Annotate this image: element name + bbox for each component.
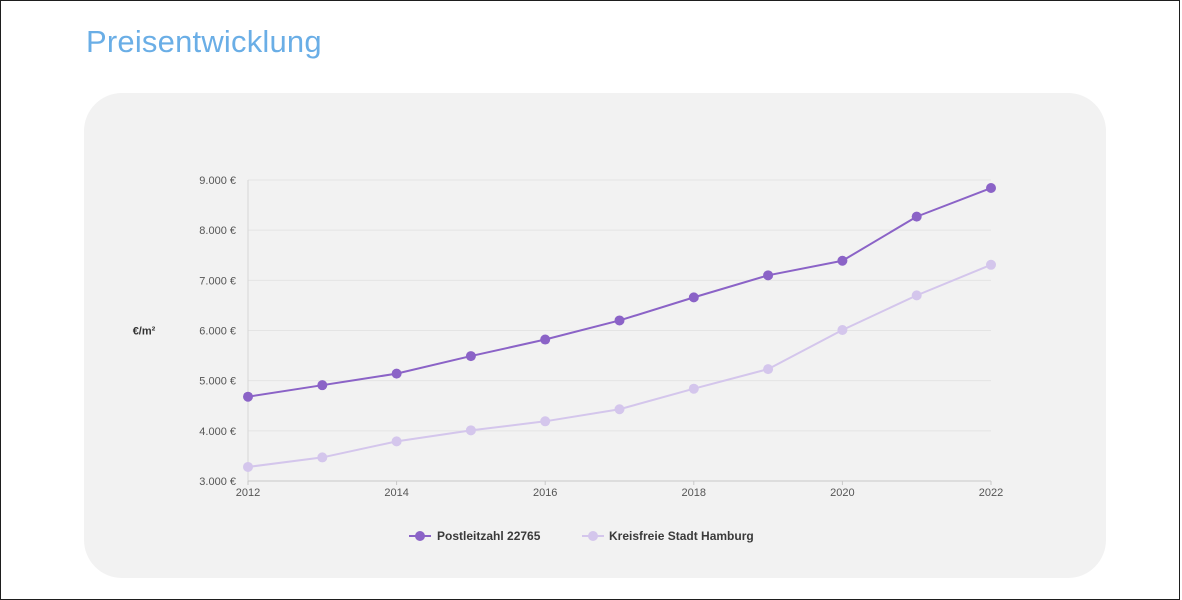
x-tick-label: 2014 xyxy=(384,487,408,499)
data-point xyxy=(317,380,328,391)
data-point xyxy=(688,383,699,394)
y-tick-label: 6.000 € xyxy=(199,326,236,338)
y-axis-title: €/m² xyxy=(133,326,156,338)
data-point xyxy=(688,292,699,303)
grid-lines xyxy=(248,179,991,432)
legend-label: Postleitzahl 22765 xyxy=(437,529,541,543)
series-line xyxy=(247,263,992,468)
series-line xyxy=(247,187,992,398)
data-point xyxy=(837,255,848,266)
data-point xyxy=(614,404,625,415)
data-point xyxy=(763,364,774,375)
x-tick-label: 2016 xyxy=(533,487,557,499)
y-tick-label: 8.000 € xyxy=(199,225,236,237)
data-point xyxy=(911,211,922,222)
data-point xyxy=(243,391,253,402)
legend: Postleitzahl 22765 Kreisfreie Stadt Hambu… xyxy=(409,529,754,543)
series-postleitzahl-22765 xyxy=(243,183,996,402)
y-tick-label: 7.000 € xyxy=(199,275,236,287)
data-point xyxy=(391,436,402,447)
price-line-chart: 3.000 € 4.000 € 5.000 € 6.000 € 7.000 € 8.000… xyxy=(133,175,1004,543)
y-tick-label: 3.000 € xyxy=(199,476,236,488)
axis-labels: 3.000 € 4.000 € 5.000 € 6.000 € 7.000 € 8.000… xyxy=(133,175,1004,499)
page-title: Preisentwicklung xyxy=(86,24,322,59)
x-tick-label: 2022 xyxy=(979,487,1003,499)
data-point xyxy=(391,368,402,379)
data-point xyxy=(243,461,253,472)
data-point xyxy=(317,452,328,463)
x-tick-label: 2020 xyxy=(830,487,854,499)
data-point xyxy=(911,290,922,301)
legend-marker xyxy=(415,531,425,541)
y-tick-label: 5.000 € xyxy=(199,376,236,388)
data-point xyxy=(986,183,996,194)
legend-item: Postleitzahl 22765 xyxy=(409,529,541,543)
x-tick-label: 2018 xyxy=(682,487,706,499)
data-point xyxy=(614,315,625,326)
legend-label: Kreisfreie Stadt Hamburg xyxy=(609,529,754,543)
data-point xyxy=(540,334,551,345)
data-point xyxy=(540,416,551,427)
legend-marker xyxy=(588,531,598,541)
data-point xyxy=(465,351,476,362)
data-point xyxy=(986,259,996,270)
data-point xyxy=(763,270,774,281)
series-kreisfreie-stadt-hamburg xyxy=(243,259,996,472)
legend-item: Kreisfreie Stadt Hamburg xyxy=(582,529,754,543)
axes xyxy=(247,180,992,485)
data-point xyxy=(465,425,476,436)
y-tick-label: 4.000 € xyxy=(199,426,236,438)
data-point xyxy=(837,324,848,335)
chart-panel: 3.000 € 4.000 € 5.000 € 6.000 € 7.000 € 8.000… xyxy=(84,93,1106,578)
y-tick-label: 9.000 € xyxy=(199,175,236,187)
series-lines xyxy=(243,183,996,472)
x-tick-label: 2012 xyxy=(236,487,260,499)
